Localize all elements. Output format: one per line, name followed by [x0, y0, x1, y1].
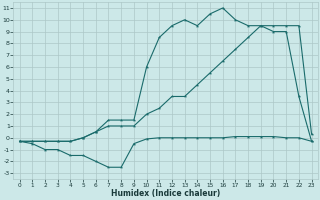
X-axis label: Humidex (Indice chaleur): Humidex (Indice chaleur) [111, 189, 220, 198]
